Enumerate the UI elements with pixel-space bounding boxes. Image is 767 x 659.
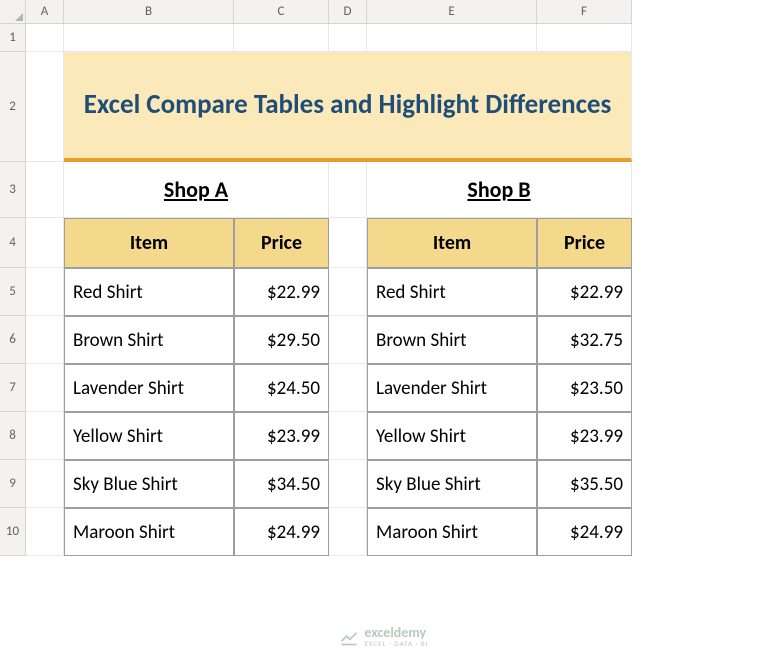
cell[interactable] — [367, 24, 537, 52]
watermark-sub: EXCEL · DATA · BI — [364, 640, 428, 647]
row-header-6[interactable]: 6 — [0, 316, 26, 364]
shop-a-item[interactable]: Yellow Shirt — [64, 412, 234, 460]
watermark-brand: exceldemy — [364, 626, 428, 640]
col-header-d[interactable]: D — [329, 0, 367, 24]
cell[interactable] — [329, 412, 367, 460]
cell[interactable] — [26, 364, 64, 412]
shop-b-item[interactable]: Sky Blue Shirt — [367, 460, 537, 508]
cell[interactable] — [329, 268, 367, 316]
shop-b-price[interactable]: $23.99 — [537, 412, 632, 460]
shop-b-item[interactable]: Red Shirt — [367, 268, 537, 316]
row-header-4[interactable]: 4 — [0, 218, 26, 268]
cell[interactable] — [329, 316, 367, 364]
shop-a-price[interactable]: $22.99 — [234, 268, 329, 316]
shop-b-header-item[interactable]: Item — [367, 218, 537, 268]
row-header-2[interactable]: 2 — [0, 52, 26, 162]
col-header-f[interactable]: F — [537, 0, 632, 24]
spreadsheet-grid: A B C D E F 1 2 3 4 5 6 7 8 9 10 Excel C… — [0, 0, 767, 556]
cell[interactable] — [234, 24, 329, 52]
cell[interactable] — [329, 24, 367, 52]
watermark-text: exceldemy EXCEL · DATA · BI — [364, 626, 428, 647]
watermark-icon — [338, 627, 358, 647]
shop-b-item[interactable]: Brown Shirt — [367, 316, 537, 364]
cell[interactable] — [329, 218, 367, 268]
shop-a-item[interactable]: Lavender Shirt — [64, 364, 234, 412]
cell[interactable] — [26, 508, 64, 556]
row-header-7[interactable]: 7 — [0, 364, 26, 412]
shop-b-price[interactable]: $23.50 — [537, 364, 632, 412]
watermark: exceldemy EXCEL · DATA · BI — [338, 626, 428, 647]
shop-a-item[interactable]: Red Shirt — [64, 268, 234, 316]
shop-a-price[interactable]: $23.99 — [234, 412, 329, 460]
col-header-e[interactable]: E — [367, 0, 537, 24]
cell[interactable] — [329, 364, 367, 412]
shop-a-price[interactable]: $34.50 — [234, 460, 329, 508]
col-header-c[interactable]: C — [234, 0, 329, 24]
cell[interactable] — [64, 24, 234, 52]
cell[interactable] — [26, 316, 64, 364]
shop-b-price[interactable]: $35.50 — [537, 460, 632, 508]
shop-a-item[interactable]: Maroon Shirt — [64, 508, 234, 556]
cell[interactable] — [26, 218, 64, 268]
page-title[interactable]: Excel Compare Tables and Highlight Diffe… — [64, 52, 632, 162]
row-header-1[interactable]: 1 — [0, 24, 26, 52]
cell[interactable] — [537, 24, 632, 52]
cell[interactable] — [26, 24, 64, 52]
row-header-3[interactable]: 3 — [0, 162, 26, 218]
shop-b-header-price[interactable]: Price — [537, 218, 632, 268]
shop-a-price[interactable]: $24.50 — [234, 364, 329, 412]
shop-b-price[interactable]: $22.99 — [537, 268, 632, 316]
row-header-9[interactable]: 9 — [0, 460, 26, 508]
shop-a-price[interactable]: $29.50 — [234, 316, 329, 364]
shop-b-item[interactable]: Maroon Shirt — [367, 508, 537, 556]
cell[interactable] — [329, 508, 367, 556]
col-header-a[interactable]: A — [26, 0, 64, 24]
shop-b-item[interactable]: Yellow Shirt — [367, 412, 537, 460]
select-all-corner[interactable] — [0, 0, 26, 24]
shop-b-heading[interactable]: Shop B — [367, 162, 632, 218]
cell[interactable] — [329, 162, 367, 218]
shop-a-header-price[interactable]: Price — [234, 218, 329, 268]
row-header-5[interactable]: 5 — [0, 268, 26, 316]
cell[interactable] — [26, 52, 64, 162]
shop-a-item[interactable]: Brown Shirt — [64, 316, 234, 364]
shop-a-heading[interactable]: Shop A — [64, 162, 329, 218]
cell[interactable] — [26, 460, 64, 508]
shop-a-item[interactable]: Sky Blue Shirt — [64, 460, 234, 508]
shop-b-price[interactable]: $32.75 — [537, 316, 632, 364]
cell[interactable] — [26, 412, 64, 460]
shop-a-header-item[interactable]: Item — [64, 218, 234, 268]
shop-a-price[interactable]: $24.99 — [234, 508, 329, 556]
cell[interactable] — [26, 268, 64, 316]
row-header-8[interactable]: 8 — [0, 412, 26, 460]
shop-b-price[interactable]: $24.99 — [537, 508, 632, 556]
col-header-b[interactable]: B — [64, 0, 234, 24]
row-header-10[interactable]: 10 — [0, 508, 26, 556]
cell[interactable] — [26, 162, 64, 218]
cell[interactable] — [329, 460, 367, 508]
shop-b-item[interactable]: Lavender Shirt — [367, 364, 537, 412]
